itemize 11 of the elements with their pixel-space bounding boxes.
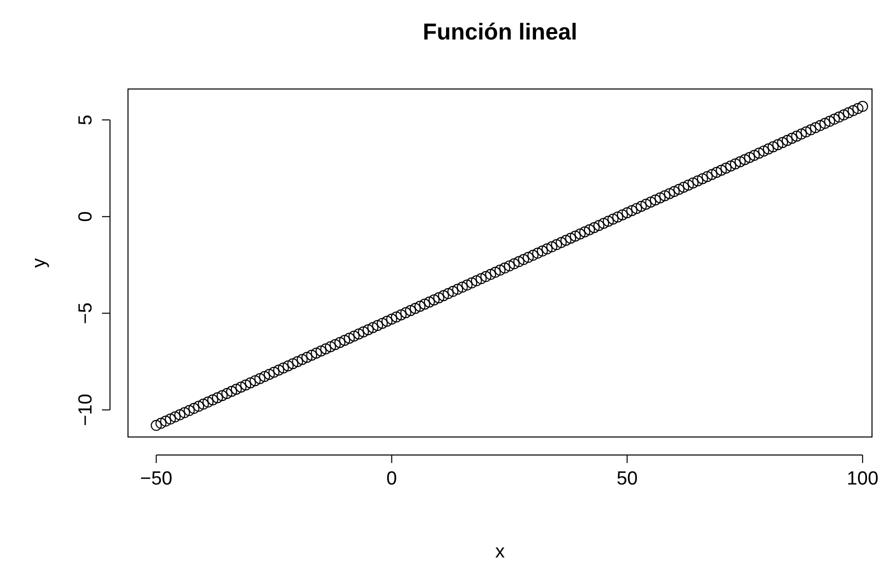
y-tick-label: 5 bbox=[76, 114, 97, 126]
x-tick-label: 0 bbox=[386, 468, 397, 490]
y-tick-label: −5 bbox=[76, 302, 97, 324]
x-tick-label: 100 bbox=[846, 468, 878, 490]
x-axis-title: x bbox=[495, 542, 506, 563]
x-tick-label: −50 bbox=[140, 468, 172, 490]
y-tick-label: 0 bbox=[76, 211, 97, 222]
x-tick-label: 50 bbox=[616, 468, 638, 490]
chart-title: Función lineal bbox=[422, 18, 578, 44]
y-tick-label: −10 bbox=[76, 394, 97, 426]
y-axis-title: y bbox=[29, 258, 50, 268]
